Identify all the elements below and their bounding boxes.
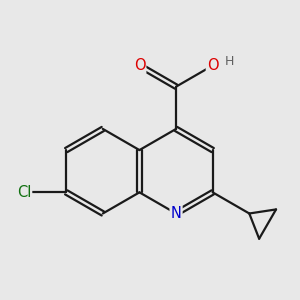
Text: O: O bbox=[207, 58, 218, 73]
Text: H: H bbox=[225, 55, 234, 68]
Text: N: N bbox=[171, 206, 182, 221]
Text: Cl: Cl bbox=[17, 185, 31, 200]
Text: O: O bbox=[134, 58, 145, 73]
